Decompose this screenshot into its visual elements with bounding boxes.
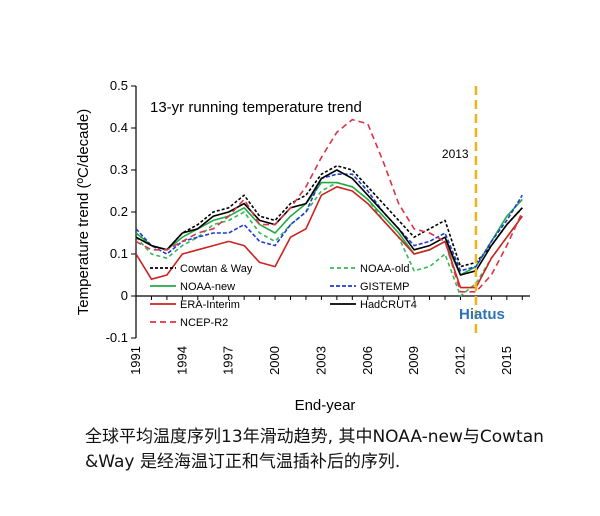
hiatus-annotation: Hiatus	[459, 306, 505, 323]
chart-axes: -0.1 0 0.1 0.2 0.3 0.4 0.5 1991 1994 1997 2000 2003…	[75, 78, 530, 414]
legend-label-gistemp: GISTEMP	[360, 281, 410, 293]
legend-label-era-interim: ERA-Interim	[180, 299, 240, 311]
x-axis-label: End-year	[295, 397, 356, 414]
x-tick-label: 1991	[128, 346, 143, 375]
x-tick-label: 2000	[267, 346, 282, 375]
legend-label-hadcrut4: HadCRUT4	[360, 299, 417, 311]
series-layer	[135, 118, 524, 297]
y-tick-label: 0.1	[110, 246, 128, 261]
temperature-trend-chart: -0.1 0 0.1 0.2 0.3 0.4 0.5 1991 1994 1997 2000 2003…	[75, 78, 530, 414]
figure-caption: 全球平均温度序列13年滑动趋势, 其中NOAA-new与Cowtan &Way …	[85, 427, 544, 472]
y-tick-label: 0.4	[110, 120, 128, 135]
legend-label-cowtan-way: Cowtan & Way	[180, 263, 253, 275]
series-line-hadcrut4	[135, 169, 523, 276]
y-tick-label: 0	[121, 288, 128, 303]
series-line-ncep-r2	[135, 118, 524, 293]
y-tick-label: 0.3	[110, 162, 128, 177]
x-tick-label: 2003	[313, 346, 328, 375]
x-tick-label: 1994	[174, 346, 189, 375]
legend-label-noaa-old: NOAA-old	[360, 263, 410, 275]
x-tick-label: 1997	[221, 346, 236, 375]
chart-title: 13-yr running temperature trend	[150, 99, 362, 116]
chart-overlay: 13-yr running temperature trend 2013 Hiatu…	[150, 86, 505, 338]
legend-label-ncep-r2: NCEP-R2	[180, 317, 228, 329]
y-tick-label: 0.5	[110, 78, 128, 93]
x-tick-label: 2012	[452, 346, 467, 375]
year-2013-label: 2013	[442, 147, 469, 161]
x-tick-label: 2006	[360, 346, 375, 375]
y-tick-label: 0.2	[110, 204, 128, 219]
series-line-gistemp	[135, 173, 523, 272]
x-tick-label: 2015	[499, 346, 514, 375]
y-tick-label: -0.1	[106, 330, 128, 345]
series-line-noaa-old	[135, 181, 523, 297]
x-tick-label: 2009	[406, 346, 421, 375]
y-axis-label: Temperature trend (ºC/decade)	[75, 109, 92, 315]
legend-label-noaa-new: NOAA-new	[180, 281, 235, 293]
series-line-era-interim	[135, 186, 523, 289]
series-line-noaa-new	[135, 181, 523, 276]
series-line-cowtan-way	[135, 165, 523, 268]
